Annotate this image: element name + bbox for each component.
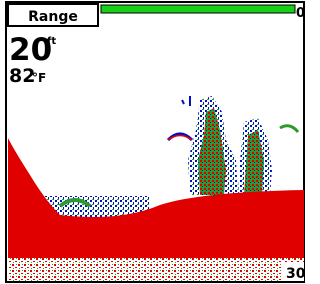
scroll-bar (101, 5, 295, 13)
bottom-dither (8, 258, 304, 281)
scale-top: 0 (296, 6, 305, 21)
page: Range 0 20 ft 82 °F 30 (() => { const da… (0, 0, 307, 284)
sonar-screen: Range 0 20 ft 82 °F 30 (0, 0, 307, 284)
temp-unit: °F (32, 71, 46, 85)
scale-bottom: 30 (286, 266, 306, 282)
depth-readout: 20 (9, 32, 52, 68)
depth-unit: ft (47, 36, 56, 47)
range-label: Range (28, 9, 78, 25)
